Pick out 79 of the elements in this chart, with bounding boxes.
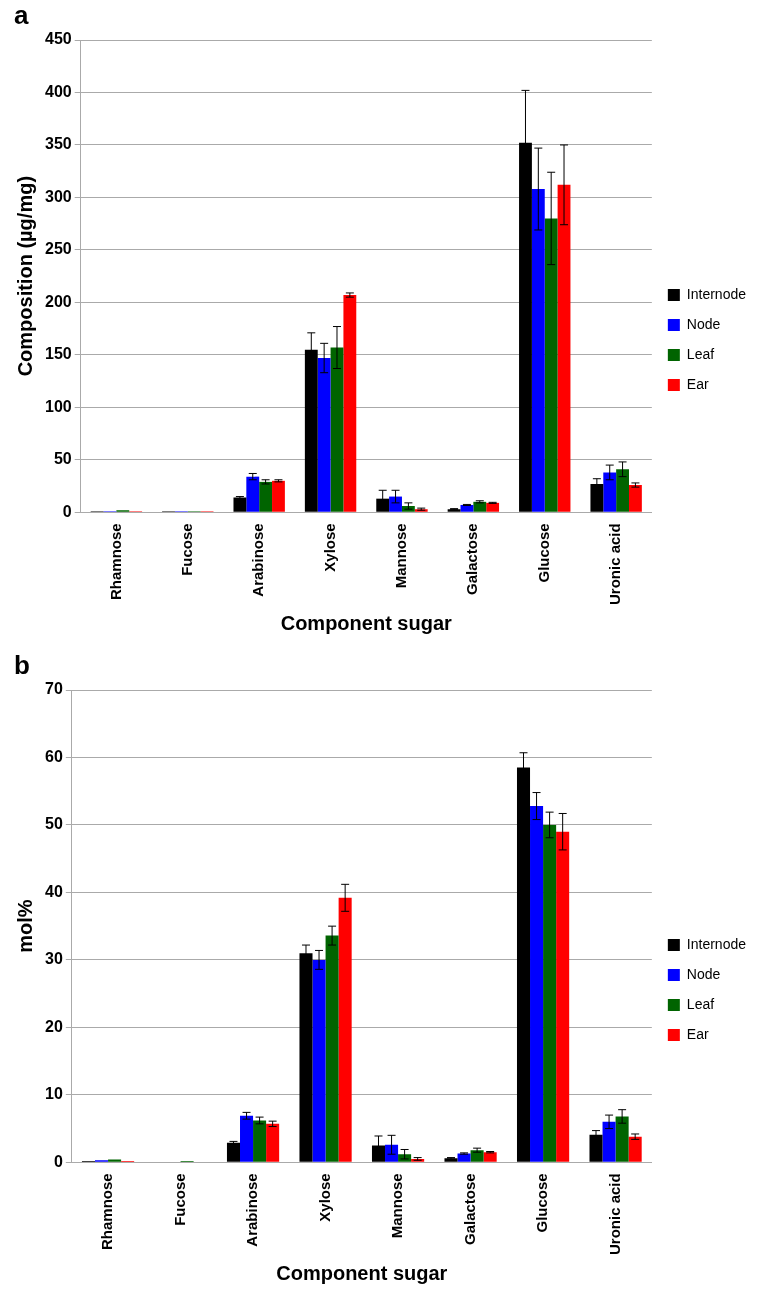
x-tick-label: Arabinose (243, 1173, 261, 1247)
legend-label: Ear (686, 375, 709, 392)
bar (343, 295, 357, 512)
bar (246, 476, 260, 512)
bar (616, 469, 629, 512)
bar (602, 1121, 616, 1162)
bar (233, 497, 247, 512)
bar (240, 1115, 254, 1162)
y-tick-label: 10 (45, 1085, 63, 1103)
x-tick-label: Rhamnose (106, 523, 124, 600)
y-tick-label: 100 (44, 397, 72, 415)
y-tick-label: 50 (45, 815, 63, 833)
x-tick-label: Fucose (170, 1173, 188, 1226)
bar (628, 1136, 642, 1162)
bar (266, 1123, 280, 1162)
bar (544, 218, 558, 512)
legend-label: Node (686, 965, 721, 982)
y-tick-label: 30 (45, 950, 63, 968)
legend-label: Internode (686, 935, 747, 952)
bar (312, 959, 326, 1162)
x-tick-label: Galactose (460, 1173, 478, 1246)
y-tick-label: 150 (44, 345, 72, 363)
y-tick-label: 300 (44, 187, 72, 205)
bar (615, 1116, 629, 1162)
bar (531, 189, 545, 512)
bar (108, 1159, 122, 1162)
x-tick-label: Glucose (533, 1173, 551, 1233)
y-tick-label: 450 (44, 30, 72, 48)
x-tick-label: Mannose (388, 1173, 406, 1239)
y-axis-title: mol% (13, 899, 36, 953)
y-tick-label: 40 (45, 882, 63, 900)
bar (325, 935, 339, 1162)
x-tick-label: Uronic acid (605, 1173, 623, 1255)
bar (330, 347, 344, 512)
bar (530, 806, 544, 1162)
y-tick-label: 0 (53, 1152, 63, 1170)
y-tick-label: 0 (62, 502, 72, 520)
y-axis-title: Composition (µg/mg) (13, 175, 36, 377)
x-tick-label: Mannose (392, 523, 410, 589)
x-tick-label: Xylose (320, 523, 338, 572)
y-tick-label: 250 (44, 240, 72, 258)
bar (589, 1134, 603, 1162)
x-tick-label: Glucose (534, 523, 552, 583)
y-tick-label: 400 (44, 82, 72, 100)
bar (226, 1142, 241, 1162)
x-axis-title: Component sugar (280, 611, 453, 634)
bar (338, 897, 352, 1162)
bar (556, 831, 570, 1162)
legend-label: Leaf (686, 345, 715, 362)
y-tick-label: 70 (45, 680, 63, 698)
bar (470, 1150, 484, 1162)
bar (272, 480, 285, 512)
legend-label: Node (686, 315, 721, 332)
y-tick-label: 20 (45, 1017, 63, 1035)
bar (385, 1144, 399, 1162)
bar (603, 472, 617, 512)
bar (543, 824, 557, 1162)
x-tick-label: Arabinose (249, 523, 267, 597)
bar (486, 502, 500, 512)
x-tick-label: Galactose (463, 523, 481, 596)
bar (253, 1120, 267, 1162)
x-axis-title: Component sugar (276, 1261, 448, 1284)
y-tick-label: 200 (44, 292, 72, 310)
y-tick-label: 50 (53, 450, 72, 468)
legend-label: Internode (686, 285, 747, 302)
x-tick-label: Rhamnose (98, 1173, 116, 1250)
x-tick-label: Fucose (177, 523, 195, 576)
x-tick-label: Uronic acid (606, 523, 624, 605)
legend-label: Leaf (686, 995, 715, 1012)
bar (557, 184, 571, 512)
x-tick-label: Xylose (315, 1173, 333, 1222)
chart-title: b (14, 650, 30, 681)
y-tick-label: 60 (45, 747, 63, 765)
legend-label: Ear (686, 1025, 709, 1042)
bar (259, 481, 273, 512)
bar (317, 358, 331, 512)
bar (629, 485, 642, 512)
chart-title: a (14, 0, 29, 31)
y-tick-label: 350 (44, 135, 72, 153)
